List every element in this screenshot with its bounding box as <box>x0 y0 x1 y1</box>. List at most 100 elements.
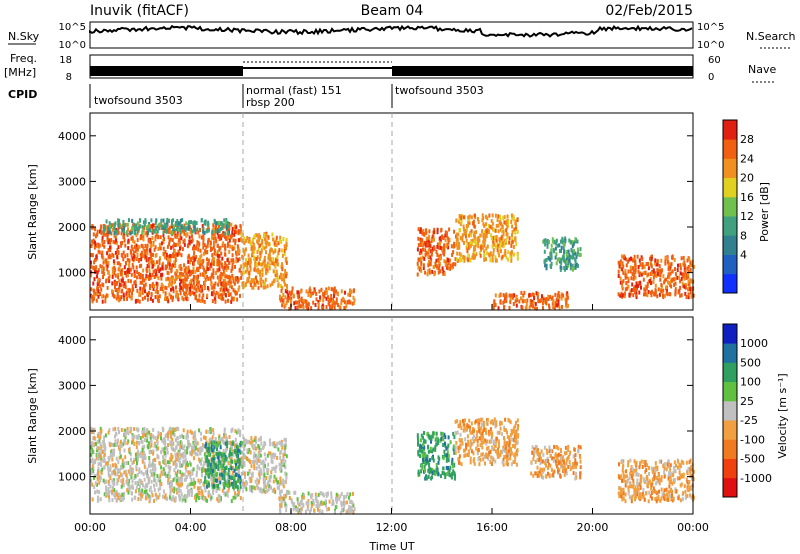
velocity-colorbar-cell <box>723 458 737 479</box>
velocity-colorbar-cell <box>723 324 737 344</box>
power-colorbar-tick: 20 <box>740 172 754 185</box>
power-region <box>90 222 243 304</box>
velocity-colorbar-tick: 500 <box>740 356 761 369</box>
power-ylabel: Slant Range [km] <box>26 164 39 260</box>
velocity-colorbar-cell <box>723 477 737 498</box>
freq-label: Freq. <box>10 52 37 65</box>
velocity-colorbar-cell <box>723 343 737 363</box>
power-colorbar-tick: 8 <box>740 229 747 242</box>
noise-panel: N.Sky 10^5 10^0 10^5 10^0 N.Search <box>8 21 796 51</box>
power-colorbar-cell <box>723 177 737 198</box>
x-tick-label: 12:00 <box>376 521 408 534</box>
velocity-region <box>530 444 582 481</box>
power-colorbar-label: Power [dB] <box>758 182 771 242</box>
beam-title: Beam 04 <box>361 3 424 19</box>
freq-tick-bottom: 8 <box>66 72 72 83</box>
velocity-panel: 1000 2000 3000 4000 Slant Range [km] 1000 50… <box>26 316 789 515</box>
power-colorbar-cell <box>723 158 737 178</box>
power-region <box>416 227 457 277</box>
cpid-seg2-line1: normal (fast) 151 <box>246 84 342 97</box>
freq-panel: Freq. [MHz] 18 8 60 0 Nave <box>4 52 776 83</box>
power-y-tick-label: 4000 <box>58 130 86 143</box>
noise-left-tick-top: 10^5 <box>59 22 86 33</box>
velocity-y-tick-label: 4000 <box>58 334 86 347</box>
velocity-region <box>617 458 695 504</box>
x-tick-label: 16:00 <box>476 521 508 534</box>
nave-tick-bottom: 0 <box>708 72 714 83</box>
power-colorbar-cell <box>723 196 737 217</box>
velocity-region <box>240 435 288 494</box>
power-region <box>617 254 695 300</box>
power-region <box>492 290 569 311</box>
x-tick-label: 00:00 <box>677 521 709 534</box>
freq-tick-top: 18 <box>59 55 72 66</box>
velocity-region <box>454 417 520 467</box>
power-colorbar-tick: 12 <box>740 210 754 223</box>
x-tick-label: 20:00 <box>577 521 609 534</box>
power-region <box>279 286 356 311</box>
velocity-region <box>278 490 356 515</box>
power-scatter <box>90 213 695 311</box>
power-y-tick-label: 1000 <box>58 267 86 280</box>
x-tick-label: 04:00 <box>175 521 207 534</box>
velocity-colorbar-tick: -100 <box>740 433 765 446</box>
velocity-colorbar-tick: -1000 <box>740 472 772 485</box>
power-y-ticks: 1000 2000 3000 4000 <box>58 130 693 280</box>
station-title: Inuvik (fitACF) <box>90 3 189 19</box>
cpid-label: CPID <box>8 88 37 101</box>
velocity-y-tick-label: 1000 <box>58 471 86 484</box>
freq-fill-left <box>90 66 243 76</box>
velocity-y-tick-label: 3000 <box>58 379 86 392</box>
velocity-ylabel: Slant Range [km] <box>26 368 39 464</box>
power-region <box>240 231 288 290</box>
velocity-y-tick-label: 2000 <box>58 425 86 438</box>
velocity-colorbar-tick: 1000 <box>740 337 768 350</box>
power-colorbar-cell <box>723 216 737 236</box>
power-colorbar-cell <box>723 273 737 294</box>
cpid-seg3: twofsound 3503 <box>395 84 484 97</box>
velocity-colorbar-cell <box>723 400 737 421</box>
noise-trace <box>89 24 693 38</box>
cpid-seg1: twofsound 3503 <box>94 94 183 107</box>
freq-fill-right <box>392 66 693 76</box>
power-region <box>542 236 582 272</box>
cpid-seg2-line2: rbsp 200 <box>246 96 295 109</box>
velocity-colorbar-tick: -25 <box>740 414 758 427</box>
velocity-colorbar-tick: 25 <box>740 395 754 408</box>
velocity-colorbar-cell <box>723 381 737 402</box>
power-colorbar-cell <box>723 139 737 159</box>
velocity-region <box>90 426 243 504</box>
power-colorbar-tick: 24 <box>740 152 754 165</box>
x-axis-label: Time UT <box>368 540 414 553</box>
velocity-colorbar-tick: 100 <box>740 376 761 389</box>
noise-left-tick-bottom: 10^0 <box>59 40 86 51</box>
power-panel: 1000 2000 3000 4000 Slant Range [km] 28 24 20… <box>26 112 771 311</box>
noise-right-label: N.Search <box>746 30 796 43</box>
velocity-region <box>416 431 456 481</box>
velocity-colorbar-cell <box>723 362 737 382</box>
velocity-region <box>203 440 242 490</box>
velocity-colorbar-cell <box>723 439 737 459</box>
velocity-colorbar-tick: -500 <box>740 453 765 466</box>
power-colorbar-tick: 28 <box>740 133 754 146</box>
power-colorbar-cell <box>723 120 737 140</box>
freq-unit-label: [MHz] <box>4 66 36 79</box>
power-colorbar-cell <box>723 235 737 255</box>
noise-right-tick-bottom: 10^0 <box>697 40 724 51</box>
cpid-panel: CPID twofsound 3503 normal (fast) 151 rb… <box>8 84 484 109</box>
power-colorbar-tick: 16 <box>740 191 754 204</box>
power-region <box>102 217 230 236</box>
velocity-y-ticks: 1000 2000 3000 4000 <box>58 334 693 484</box>
velocity-colorbar-cell <box>723 420 737 440</box>
power-y-tick-label: 3000 <box>58 175 86 188</box>
velocity-colorbar-label: Velocity [m s⁻¹] <box>776 373 789 458</box>
nave-tick-top: 60 <box>708 55 721 66</box>
power-colorbar-tick: 4 <box>740 249 747 262</box>
noise-right-tick-top: 10^5 <box>697 22 724 33</box>
x-axis: 00:00 04:00 08:00 12:00 16:00 20:00 00:00 <box>74 304 709 534</box>
power-colorbar-cell <box>723 254 737 275</box>
power-region <box>454 213 519 263</box>
power-colorbar: 28 24 20 16 12 8 4 <box>722 119 754 294</box>
power-y-tick-label: 2000 <box>58 221 86 234</box>
